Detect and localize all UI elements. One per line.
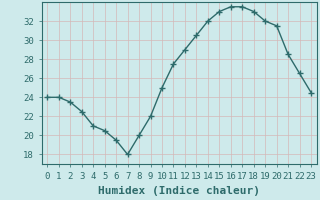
X-axis label: Humidex (Indice chaleur): Humidex (Indice chaleur) xyxy=(98,186,260,196)
